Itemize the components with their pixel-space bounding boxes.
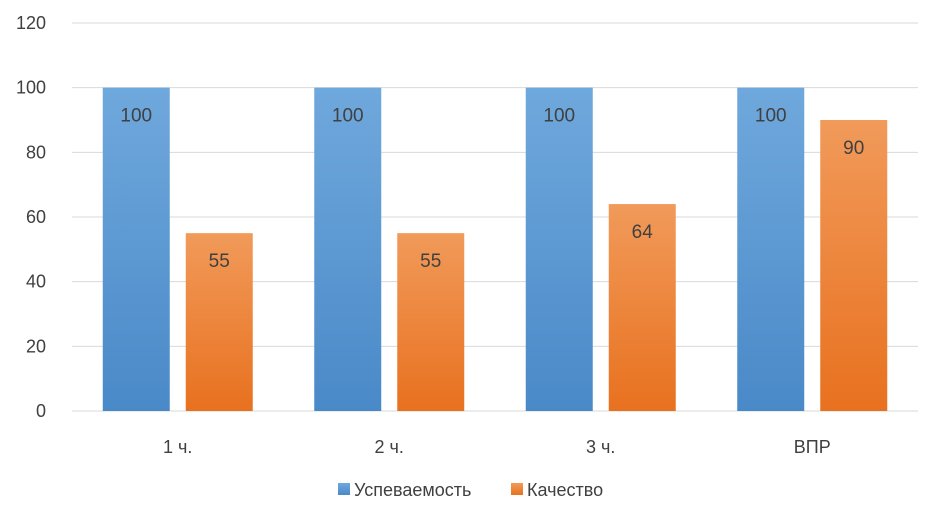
bar-kachestvo-3 [820, 120, 888, 411]
y-axis-tick-labels: 0 20 40 60 80 100 120 [16, 13, 46, 421]
y-tick-label: 20 [26, 336, 46, 356]
data-label: 64 [632, 222, 654, 243]
legend-swatch-kachestvo [511, 483, 523, 495]
legend-label-uspevaemost: Успеваемость [354, 480, 471, 500]
x-category-label: ВПР [794, 437, 831, 457]
bars [102, 87, 888, 412]
data-label: 100 [120, 106, 152, 127]
data-label: 100 [543, 106, 575, 127]
data-labels: 100 55 100 55 100 64 100 90 [120, 106, 864, 272]
bar-uspevaemost-0 [102, 87, 170, 412]
x-category-label: 3 ч. [586, 437, 615, 457]
x-category-label: 1 ч. [163, 437, 192, 457]
data-label: 100 [755, 106, 787, 127]
data-label: 90 [843, 138, 864, 159]
y-tick-label: 40 [26, 272, 46, 292]
y-tick-label: 80 [26, 142, 46, 162]
data-label: 55 [209, 251, 230, 272]
bar-kachestvo-1 [397, 233, 465, 411]
x-axis-category-labels: 1 ч. 2 ч. 3 ч. ВПР [163, 437, 831, 457]
legend-label-kachestvo: Качество [527, 480, 603, 500]
bar-uspevaemost-2 [525, 87, 593, 412]
bar-uspevaemost-1 [314, 87, 382, 412]
y-tick-label: 100 [16, 78, 46, 98]
bar-kachestvo-2 [608, 204, 676, 411]
legend-swatch-uspevaemost [338, 483, 350, 495]
y-tick-label: 0 [36, 401, 46, 421]
y-tick-label: 60 [26, 207, 46, 227]
bar-kachestvo-0 [185, 233, 253, 411]
y-tick-label: 120 [16, 13, 46, 33]
data-label: 55 [420, 251, 441, 272]
data-label: 100 [332, 106, 364, 127]
bar-uspevaemost-3 [737, 87, 805, 412]
legend: Успеваемость Качество [338, 480, 603, 500]
x-category-label: 2 ч. [375, 437, 404, 457]
